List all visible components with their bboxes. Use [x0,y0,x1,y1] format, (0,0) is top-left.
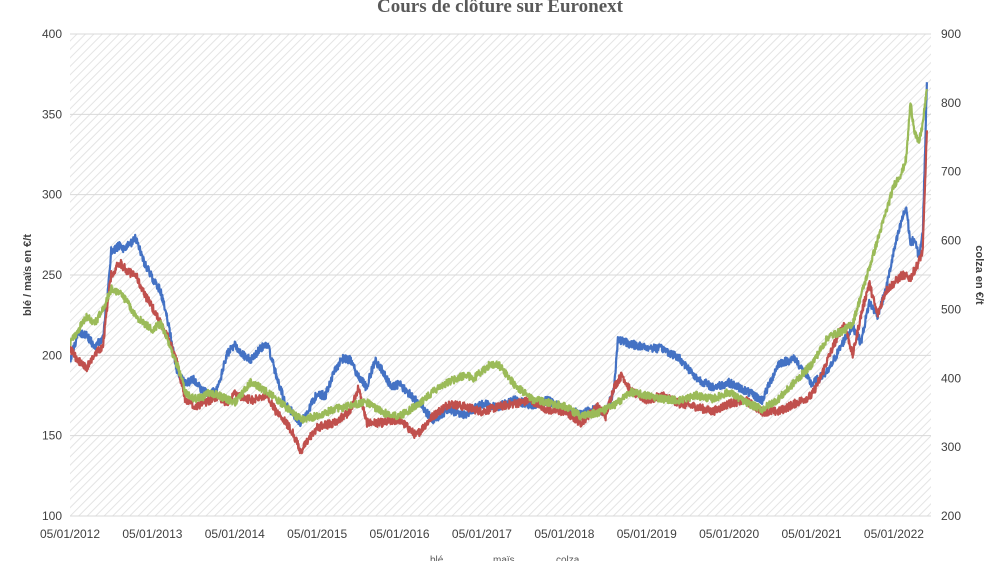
legend: blé maïs colza [414,555,580,566]
legend-label: colza [556,555,580,561]
right-tick-label: 500 [941,302,961,316]
x-tick-label: 05/01/2020 [699,527,759,541]
left-tick-label: 350 [42,107,62,121]
right-tick-label: 300 [941,440,961,454]
left-axis-title: blé / maïs en €/t [22,234,34,316]
series-layer [70,82,928,455]
left-tick-label: 200 [42,348,62,362]
right-tick-label: 800 [941,96,961,110]
chart-title: Cours de clôture sur Euronext [377,0,624,17]
left-axis: 100 150 200 250 300 350 400 [42,27,62,523]
left-tick-label: 400 [42,27,62,41]
left-tick-label: 300 [42,188,62,202]
legend-label: maïs [493,555,515,561]
right-tick-label: 400 [941,371,961,385]
left-tick-label: 150 [42,429,62,443]
x-tick-label: 05/01/2016 [370,527,430,541]
x-tick-label: 05/01/2021 [781,527,841,541]
left-tick-label: 250 [42,268,62,282]
x-tick-label: 05/01/2018 [534,527,594,541]
x-tick-label: 05/01/2014 [205,527,265,541]
x-tick-label: 05/01/2012 [40,527,100,541]
x-tick-label: 05/01/2017 [452,527,512,541]
right-tick-label: 900 [941,27,961,41]
left-tick-label: 100 [42,509,62,523]
right-tick-label: 200 [941,509,961,523]
x-tick-label: 05/01/2019 [617,527,677,541]
series-line-3 [70,88,928,424]
gridlines [70,33,931,517]
right-tick-label: 700 [941,165,961,179]
right-tick-label: 600 [941,234,961,248]
right-axis-title: colza en €/t [973,245,985,305]
right-axis: 200 300 400 500 600 700 800 900 [941,27,961,523]
x-tick-label: 05/01/2022 [864,527,924,541]
x-tick-label: 05/01/2013 [122,527,182,541]
x-tick-label: 05/01/2015 [287,527,347,541]
x-axis: 05/01/2012 05/01/2013 05/01/2014 05/01/2015… [40,527,924,541]
legend-label: blé [430,555,444,561]
